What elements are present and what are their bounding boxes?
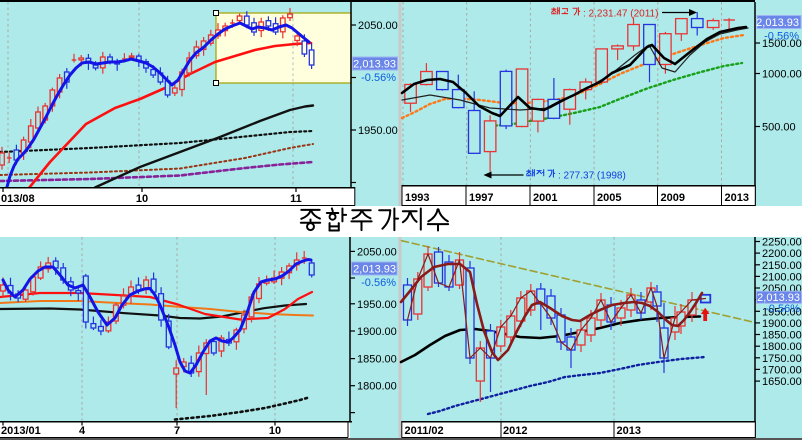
svg-text:1750.00: 1750.00 bbox=[762, 353, 802, 365]
svg-text:7: 7 bbox=[174, 425, 180, 437]
svg-text:: 277.37 (1998): : 277.37 (1998) bbox=[558, 171, 626, 182]
svg-text:1000.00: 1000.00 bbox=[762, 69, 802, 81]
svg-text:4: 4 bbox=[79, 425, 86, 437]
svg-text:2100.00: 2100.00 bbox=[762, 271, 802, 283]
svg-text:1800.00: 1800.00 bbox=[357, 381, 397, 393]
svg-text:-0.56%: -0.56% bbox=[765, 303, 800, 315]
svg-text:-0.56%: -0.56% bbox=[361, 277, 396, 289]
svg-text:1500.00: 1500.00 bbox=[762, 38, 802, 50]
svg-text:1650.00: 1650.00 bbox=[762, 376, 802, 388]
svg-text:2050.00: 2050.00 bbox=[358, 20, 398, 32]
svg-text:2005: 2005 bbox=[597, 192, 621, 204]
svg-text:1950.00: 1950.00 bbox=[762, 306, 802, 318]
svg-text:1950.00: 1950.00 bbox=[358, 125, 398, 137]
svg-text:1800.00: 1800.00 bbox=[762, 341, 802, 353]
svg-text:2013: 2013 bbox=[725, 192, 749, 204]
svg-text:2013: 2013 bbox=[617, 425, 641, 437]
svg-text:2,013.93: 2,013.93 bbox=[756, 17, 799, 29]
svg-text:2001: 2001 bbox=[533, 192, 557, 204]
svg-text:-0.56%: -0.56% bbox=[764, 31, 799, 43]
svg-text:10: 10 bbox=[136, 193, 148, 205]
svg-text:2011/02: 2011/02 bbox=[405, 425, 444, 437]
svg-text:500.00: 500.00 bbox=[762, 122, 796, 134]
svg-text:2200.00: 2200.00 bbox=[762, 248, 802, 260]
svg-text:: 2,231.47 (2011): : 2,231.47 (2011) bbox=[583, 9, 658, 20]
svg-text:2250.00: 2250.00 bbox=[762, 237, 802, 249]
svg-text:2,013.93: 2,013.93 bbox=[353, 59, 396, 71]
svg-text:1700.00: 1700.00 bbox=[762, 364, 802, 376]
svg-text:2150.00: 2150.00 bbox=[762, 260, 802, 272]
svg-text:11: 11 bbox=[290, 193, 302, 205]
svg-text:10: 10 bbox=[269, 425, 281, 437]
svg-text:2013/01: 2013/01 bbox=[1, 425, 41, 437]
svg-text:1900.00: 1900.00 bbox=[357, 326, 397, 338]
svg-text:1850.00: 1850.00 bbox=[357, 354, 397, 366]
svg-text:2009: 2009 bbox=[661, 192, 685, 204]
svg-text:2050.00: 2050.00 bbox=[357, 246, 397, 258]
svg-text:2,013.93: 2,013.93 bbox=[757, 292, 800, 304]
svg-text:1993: 1993 bbox=[405, 192, 429, 204]
svg-text:1900.00: 1900.00 bbox=[762, 318, 802, 330]
svg-text:1850.00: 1850.00 bbox=[762, 330, 802, 342]
svg-text:1997: 1997 bbox=[469, 192, 493, 204]
svg-text:1950.00: 1950.00 bbox=[357, 299, 397, 311]
svg-text:2012: 2012 bbox=[503, 425, 527, 437]
svg-text:013/08: 013/08 bbox=[1, 193, 35, 205]
svg-text:2,013.93: 2,013.93 bbox=[353, 264, 396, 276]
svg-text:-0.56%: -0.56% bbox=[361, 72, 396, 84]
